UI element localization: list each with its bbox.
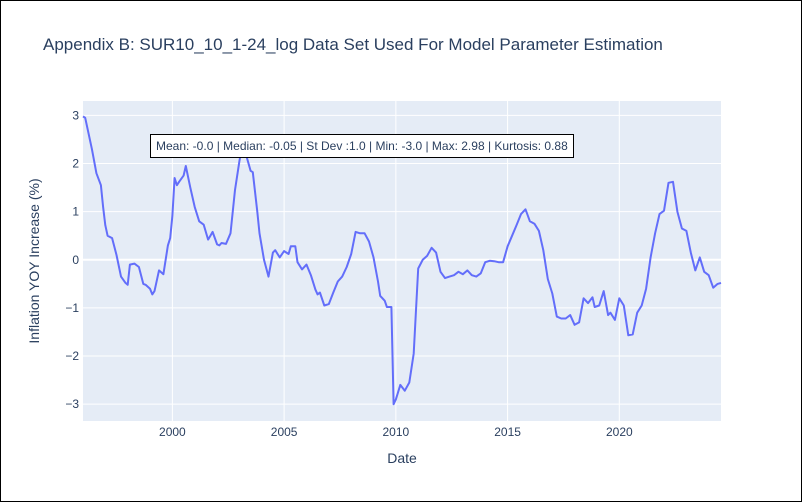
- stats-annotation: Mean: -0.0 | Median: -0.05 | St Dev :1.0…: [150, 134, 574, 158]
- x-tick-label: 2000: [159, 425, 186, 439]
- y-tick-label: −2: [65, 349, 79, 363]
- series-line: [82, 115, 722, 406]
- y-tick-label: 0: [72, 253, 79, 267]
- horizontal-gridlines: [83, 114, 721, 405]
- x-tick-label: 2010: [383, 425, 410, 439]
- y-axis-title: Inflation YOY Increase (%): [26, 178, 42, 343]
- x-tick-label: 2005: [271, 425, 298, 439]
- y-tick-label: 3: [72, 108, 79, 122]
- y-tick-label: 1: [72, 205, 79, 219]
- chart-title: Appendix B: SUR10_10_1-24_log Data Set U…: [43, 35, 663, 54]
- x-axis-title: Date: [387, 450, 417, 466]
- y-tick-label: −1: [65, 301, 79, 315]
- y-tick-label: −3: [65, 397, 79, 411]
- y-tick-label: 2: [72, 157, 79, 171]
- x-tick-label: 2015: [494, 425, 521, 439]
- series-layer: [82, 115, 722, 406]
- x-tick-labels: 2000 2005 2010 2015 2020: [159, 425, 633, 439]
- y-tick-labels: −3 −2 −1 0 1 2 3: [65, 108, 79, 411]
- x-tick-label: 2020: [606, 425, 633, 439]
